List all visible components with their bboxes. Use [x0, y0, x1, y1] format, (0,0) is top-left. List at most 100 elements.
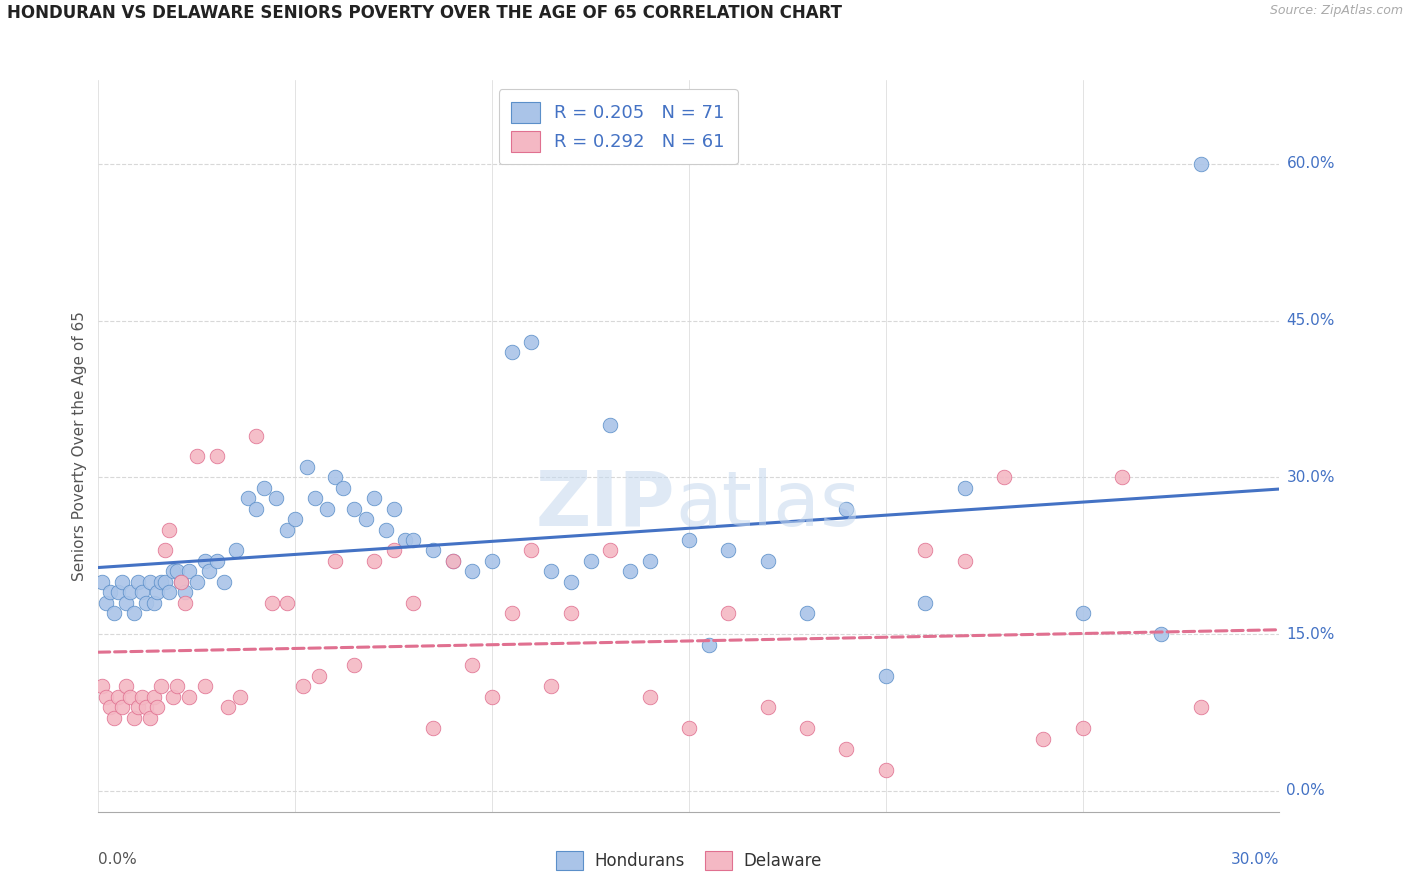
Point: [1189, 157, 1212, 171]
Point: [127, 700, 149, 714]
Point: [150, 574, 173, 589]
Point: [103, 606, 125, 620]
Point: [315, 501, 337, 516]
Point: [118, 690, 141, 704]
Point: [122, 711, 145, 725]
Point: [157, 523, 180, 537]
Point: [91, 574, 114, 589]
Text: 30.0%: 30.0%: [1232, 852, 1279, 867]
Text: atlas: atlas: [675, 467, 859, 541]
Point: [323, 470, 346, 484]
Point: [560, 606, 582, 620]
Text: Source: ZipAtlas.com: Source: ZipAtlas.com: [1270, 4, 1403, 18]
Text: 45.0%: 45.0%: [1286, 313, 1334, 328]
Point: [150, 679, 173, 693]
Point: [284, 512, 307, 526]
Point: [914, 543, 936, 558]
Point: [481, 554, 503, 568]
Point: [1071, 721, 1094, 735]
Point: [166, 679, 188, 693]
Point: [678, 533, 700, 547]
Point: [441, 554, 464, 568]
Point: [717, 543, 740, 558]
Point: [835, 742, 858, 756]
Point: [186, 450, 208, 464]
Point: [363, 554, 385, 568]
Point: [236, 491, 259, 506]
Point: [245, 501, 267, 516]
Point: [91, 679, 114, 693]
Point: [96, 690, 118, 704]
Point: [638, 554, 661, 568]
Point: [138, 574, 160, 589]
Point: [1189, 700, 1212, 714]
Point: [308, 669, 330, 683]
Point: [382, 543, 405, 558]
Point: [323, 554, 346, 568]
Point: [717, 606, 740, 620]
Point: [461, 565, 484, 579]
Point: [953, 481, 976, 495]
Point: [118, 585, 141, 599]
Point: [1071, 606, 1094, 620]
Point: [260, 596, 283, 610]
Point: [678, 721, 700, 735]
Point: [520, 334, 543, 349]
Text: 15.0%: 15.0%: [1286, 626, 1334, 641]
Point: [127, 574, 149, 589]
Point: [560, 574, 582, 589]
Point: [155, 574, 177, 589]
Point: [174, 596, 197, 610]
Text: HONDURAN VS DELAWARE SENIORS POVERTY OVER THE AGE OF 65 CORRELATION CHART: HONDURAN VS DELAWARE SENIORS POVERTY OVE…: [7, 4, 842, 22]
Point: [295, 459, 318, 474]
Point: [170, 574, 193, 589]
Point: [276, 523, 298, 537]
Point: [194, 554, 217, 568]
Point: [835, 501, 858, 516]
Point: [304, 491, 326, 506]
Point: [599, 543, 621, 558]
Point: [146, 585, 169, 599]
Point: [111, 574, 134, 589]
Point: [481, 690, 503, 704]
Point: [98, 585, 121, 599]
Text: ZIP: ZIP: [536, 467, 675, 541]
Point: [138, 711, 160, 725]
Point: [619, 565, 641, 579]
Point: [131, 585, 153, 599]
Point: [122, 606, 145, 620]
Point: [796, 606, 818, 620]
Point: [229, 690, 252, 704]
Point: [540, 679, 562, 693]
Point: [422, 721, 444, 735]
Point: [756, 700, 779, 714]
Point: [638, 690, 661, 704]
Point: [197, 565, 219, 579]
Point: [131, 690, 153, 704]
Point: [177, 690, 200, 704]
Point: [115, 596, 138, 610]
Point: [354, 512, 377, 526]
Point: [205, 450, 228, 464]
Point: [253, 481, 276, 495]
Point: [162, 690, 184, 704]
Y-axis label: Seniors Poverty Over the Age of 65: Seniors Poverty Over the Age of 65: [72, 311, 87, 581]
Point: [135, 700, 157, 714]
Point: [520, 543, 543, 558]
Text: 60.0%: 60.0%: [1286, 156, 1334, 171]
Text: 30.0%: 30.0%: [1286, 470, 1334, 485]
Point: [107, 690, 129, 704]
Point: [155, 543, 177, 558]
Point: [276, 596, 298, 610]
Point: [501, 606, 523, 620]
Point: [1032, 731, 1054, 746]
Point: [194, 679, 217, 693]
Point: [142, 690, 165, 704]
Point: [953, 554, 976, 568]
Point: [374, 523, 396, 537]
Point: [103, 711, 125, 725]
Point: [170, 574, 193, 589]
Point: [217, 700, 239, 714]
Point: [177, 565, 200, 579]
Point: [146, 700, 169, 714]
